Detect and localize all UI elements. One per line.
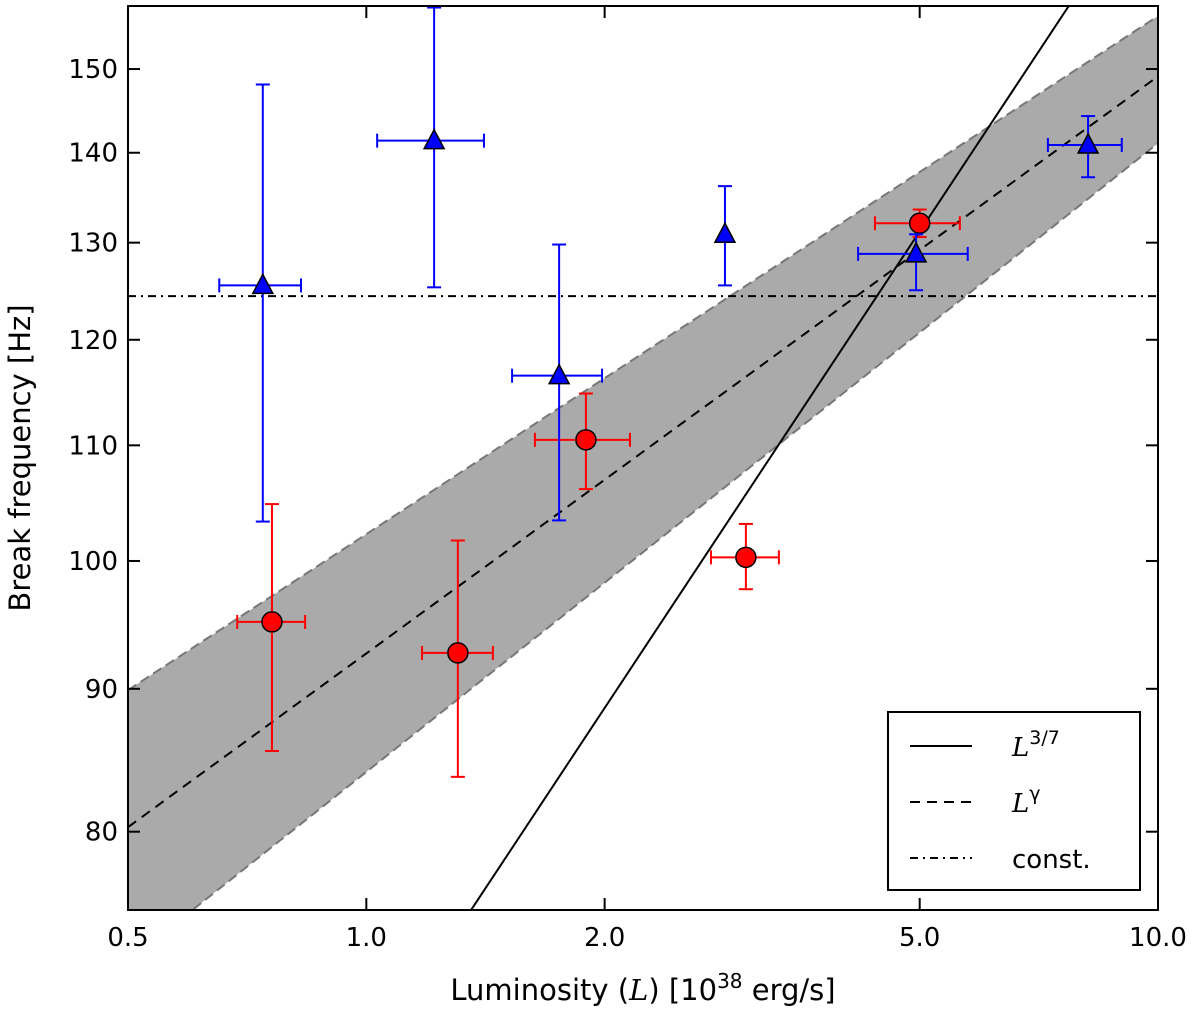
x-label-part: L xyxy=(628,973,648,1007)
y-tick-label: 120 xyxy=(68,326,118,356)
y-tick-label: 130 xyxy=(68,229,118,259)
point xyxy=(547,363,571,385)
point xyxy=(713,221,737,244)
y-tick-label: 90 xyxy=(85,675,118,705)
legend-label-part: L xyxy=(1011,789,1029,819)
legend-label-sup: γ xyxy=(1029,783,1040,805)
x-tick-label: 2.0 xyxy=(584,923,625,953)
legend-label-part: L xyxy=(1011,733,1029,763)
y-tick-label: 80 xyxy=(85,818,118,848)
axes-frame xyxy=(127,5,1159,911)
x-label-part: Luminosity ( xyxy=(450,973,629,1007)
point xyxy=(904,241,928,263)
y-tick-label: 140 xyxy=(68,139,118,169)
legend-label: Lγ xyxy=(1011,783,1041,819)
fit-line xyxy=(469,6,1070,910)
x-axis-label: Luminosity (L) [1038 erg/s] xyxy=(450,969,835,1007)
x-label-part: 38 xyxy=(717,969,742,993)
y-tick-label: 100 xyxy=(68,547,118,577)
x-tick-label: 0.5 xyxy=(107,923,148,953)
plot-area xyxy=(128,6,1158,910)
y-tick-label: 150 xyxy=(68,55,118,85)
point xyxy=(422,128,446,150)
y-axis-label: Break frequency [Hz] xyxy=(3,304,37,611)
x-tick-label: 1.0 xyxy=(346,923,387,953)
x-tick-label: 10.0 xyxy=(1129,923,1187,953)
legend-label-part: const. xyxy=(1012,845,1091,875)
legend-label: const. xyxy=(1012,845,1091,875)
confidence-band xyxy=(128,14,1158,910)
point xyxy=(447,642,469,664)
legend-label: L3/7 xyxy=(1011,727,1060,763)
fit-line xyxy=(128,75,1158,828)
y-tick-label: 110 xyxy=(68,431,118,461)
x-label-part: erg/s] xyxy=(743,973,836,1007)
x-label-part: ) [10 xyxy=(648,973,717,1007)
point xyxy=(251,272,275,295)
x-tick-label: 5.0 xyxy=(899,923,940,953)
point xyxy=(908,212,931,234)
point xyxy=(261,611,283,633)
point xyxy=(575,429,597,451)
legend-label-sup: 3/7 xyxy=(1029,727,1060,749)
point xyxy=(1076,132,1100,154)
point xyxy=(735,546,757,569)
